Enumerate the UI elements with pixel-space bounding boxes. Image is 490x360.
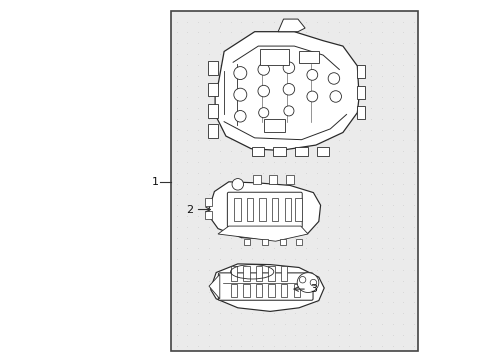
Polygon shape (218, 226, 308, 241)
Bar (295, 147, 308, 156)
Circle shape (310, 279, 317, 286)
Bar (272, 198, 278, 221)
Circle shape (307, 91, 318, 102)
Bar (269, 284, 275, 297)
Bar (295, 198, 302, 221)
FancyBboxPatch shape (219, 273, 313, 300)
Bar (253, 175, 261, 184)
Bar (357, 106, 365, 119)
Bar (264, 119, 285, 132)
Bar (208, 104, 218, 118)
Bar (205, 211, 212, 219)
Bar (299, 51, 318, 63)
Bar (231, 266, 237, 281)
Circle shape (232, 179, 244, 190)
Circle shape (234, 67, 247, 80)
Bar (256, 284, 262, 297)
Text: 2: 2 (186, 204, 210, 215)
Bar (357, 86, 365, 99)
Bar (294, 284, 300, 297)
Bar (281, 284, 288, 297)
Bar (270, 175, 277, 184)
Bar (252, 147, 265, 156)
Bar (269, 266, 275, 281)
Polygon shape (211, 264, 324, 311)
Circle shape (330, 91, 342, 102)
Bar (208, 83, 218, 96)
Circle shape (307, 69, 318, 80)
Bar (208, 124, 218, 138)
Bar (205, 198, 212, 206)
Circle shape (259, 108, 269, 118)
Text: 1: 1 (151, 177, 159, 187)
Circle shape (258, 85, 270, 97)
Polygon shape (209, 182, 320, 239)
Bar (262, 239, 268, 245)
Polygon shape (278, 19, 305, 32)
Text: 3: 3 (294, 284, 317, 294)
Bar (260, 49, 289, 65)
Bar (285, 198, 291, 221)
Bar (286, 175, 294, 184)
Bar (208, 61, 218, 75)
Bar (281, 266, 288, 281)
Bar (243, 284, 250, 297)
Polygon shape (209, 274, 220, 299)
Polygon shape (215, 32, 359, 150)
Bar (171, 11, 418, 351)
Bar (273, 147, 286, 156)
Circle shape (284, 106, 294, 116)
Circle shape (258, 64, 270, 75)
Bar (247, 198, 253, 221)
Ellipse shape (297, 273, 319, 292)
Circle shape (299, 276, 306, 283)
FancyBboxPatch shape (227, 192, 302, 228)
Circle shape (283, 62, 294, 73)
Bar (234, 198, 241, 221)
Circle shape (328, 73, 340, 84)
Bar (231, 284, 237, 297)
Bar (259, 198, 266, 221)
Bar (243, 266, 250, 281)
Bar (357, 65, 365, 78)
Circle shape (234, 88, 247, 101)
Bar (296, 239, 302, 245)
Circle shape (283, 84, 294, 95)
Bar (244, 239, 250, 245)
Bar (317, 147, 329, 156)
Bar (280, 239, 286, 245)
Bar (256, 266, 262, 281)
Circle shape (235, 111, 246, 122)
